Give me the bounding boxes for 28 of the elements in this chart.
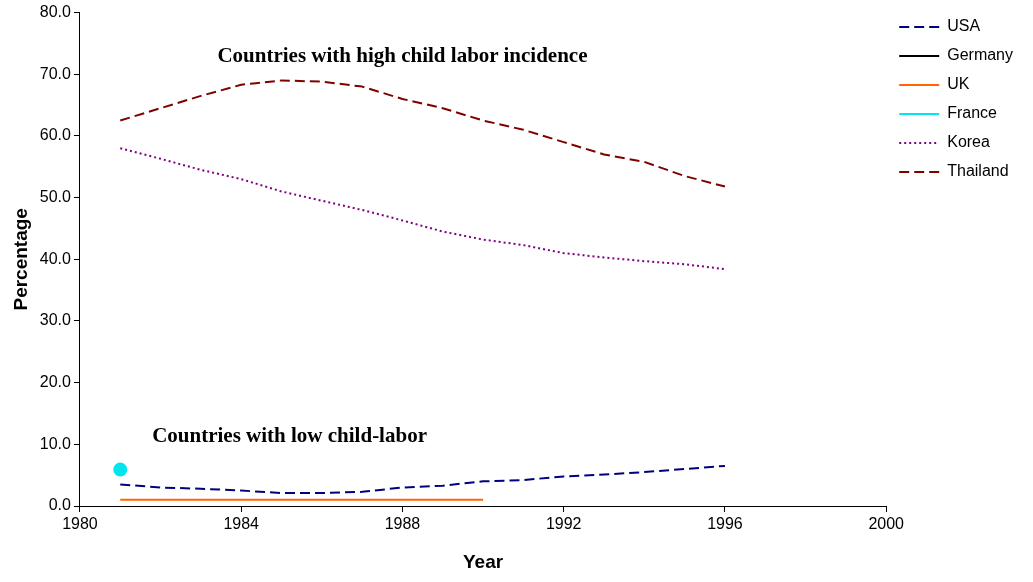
y-tick-label: 10.0 xyxy=(39,434,72,452)
y-tick-label: 20.0 xyxy=(39,373,72,391)
x-tick-label: 2000 xyxy=(868,515,905,533)
line-series xyxy=(119,464,726,495)
y-axis-title: Percentage xyxy=(9,208,31,311)
y-tick-label: 80.0 xyxy=(39,3,72,21)
x-tick-label: 1996 xyxy=(707,515,743,533)
x-tick-label: 1992 xyxy=(545,515,582,533)
legend-label: France xyxy=(947,104,998,122)
y-tick-label: 50.0 xyxy=(39,188,72,206)
legend-label: Korea xyxy=(947,133,990,151)
x-axis-title: Year xyxy=(462,550,504,572)
annotation: Countries with low child-labor xyxy=(152,423,427,448)
annotation: Countries with high child labor incidence xyxy=(217,43,588,68)
line-series xyxy=(119,79,726,188)
legend-label: USA xyxy=(947,17,981,35)
x-tick-label: 1980 xyxy=(62,515,98,533)
line-series xyxy=(119,147,726,271)
x-tick-label: 1988 xyxy=(384,515,421,533)
y-tick-label: 0.0 xyxy=(48,496,72,514)
y-tick-label: 60.0 xyxy=(39,126,72,144)
y-tick-label: 30.0 xyxy=(39,311,72,329)
legend-label: UK xyxy=(947,75,970,93)
y-tick-label: 70.0 xyxy=(39,64,72,82)
x-tick-label: 1984 xyxy=(223,515,260,533)
legend-label: Germany xyxy=(947,46,1013,64)
y-tick-label: 40.0 xyxy=(39,249,72,267)
legend-label: Thailand xyxy=(947,162,1009,180)
